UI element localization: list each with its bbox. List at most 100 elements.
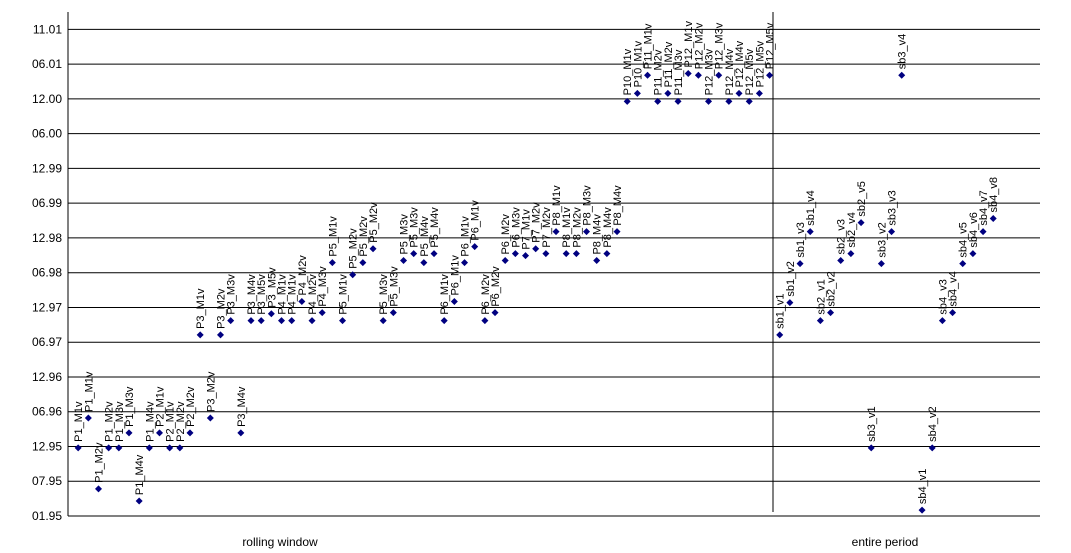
point-label: P5_M3v <box>399 214 411 255</box>
data-point <box>156 429 164 437</box>
point-label: P8_M1v <box>551 185 563 226</box>
point-label: P3_M2v <box>216 288 228 329</box>
data-point <box>837 257 845 265</box>
data-point <box>715 71 723 79</box>
y-tick-label: 12.98 <box>32 231 62 245</box>
data-point <box>959 260 967 268</box>
point-label: P11_M2v <box>653 49 665 95</box>
data-point <box>918 506 926 514</box>
point-label: P11_M1v <box>643 23 655 69</box>
point-label: P3_M4v <box>246 274 258 315</box>
data-point <box>583 228 591 236</box>
data-point <box>328 259 336 267</box>
point-label: P6_M1v <box>449 255 461 296</box>
point-label: P3_M2v <box>205 371 217 412</box>
data-point <box>288 317 296 325</box>
point-label: P8_M1v <box>561 207 573 248</box>
point-label: P3_M3v <box>226 274 238 315</box>
point-label: sb4_v5 <box>958 222 970 257</box>
data-point <box>755 89 763 97</box>
data-point <box>450 298 458 306</box>
point-label: P2_M1v <box>155 386 167 427</box>
point-label: P12_M5v <box>744 48 756 95</box>
point-label: P4_M1v <box>287 274 299 315</box>
point-label: sb2_v1 <box>815 279 827 314</box>
y-tick-label: 06.98 <box>32 266 62 280</box>
point-label: P5_M4v <box>429 207 441 248</box>
point-label: P12_M3v <box>704 48 716 95</box>
data-point <box>654 97 662 105</box>
data-point <box>593 257 601 265</box>
point-label: P1_M1v <box>83 371 95 412</box>
y-tick-label: 07.95 <box>32 474 62 488</box>
point-label: P12_M3v <box>714 22 726 69</box>
point-label: sb2_v4 <box>846 212 858 247</box>
y-tick-label: 12.99 <box>32 161 62 175</box>
data-point <box>684 70 692 78</box>
data-point <box>766 71 774 79</box>
point-label: P6_M1v <box>470 200 482 241</box>
data-point <box>135 497 143 505</box>
data-point <box>928 444 936 452</box>
data-point <box>379 317 387 325</box>
point-label: P1_M4v <box>134 454 146 495</box>
data-point <box>237 429 245 437</box>
point-label: sb4_v4 <box>948 271 960 306</box>
x-group-label: rolling window <box>242 535 318 549</box>
point-label: P1_M1v <box>73 401 85 442</box>
point-label: P4_M1v <box>277 274 289 315</box>
point-label: P5_M4v <box>419 216 431 257</box>
data-point <box>400 257 408 265</box>
point-label: sb1_v1 <box>775 293 787 328</box>
point-label: P6_M1v <box>460 216 472 257</box>
point-label: sb3_v1 <box>866 406 878 441</box>
data-point <box>633 89 641 97</box>
data-point <box>227 317 235 325</box>
point-label: P4_M2v <box>297 255 309 296</box>
point-label: sb4_v1 <box>917 469 929 504</box>
data-point <box>145 444 153 452</box>
data-point <box>105 444 113 452</box>
data-point <box>522 252 530 260</box>
point-label: P5_M2v <box>348 228 360 269</box>
point-label: P2_M2v <box>175 401 187 442</box>
y-tick-label: 12.00 <box>32 92 62 106</box>
data-point <box>471 243 479 251</box>
data-point <box>349 271 357 279</box>
point-label: sb1_v2 <box>785 261 797 296</box>
point-label: P6_M2v <box>500 214 512 255</box>
data-point <box>847 250 855 258</box>
data-point <box>84 414 92 422</box>
point-label: P11_M3v <box>673 49 685 95</box>
x-group-label: entire period <box>852 535 919 549</box>
data-point <box>267 310 275 318</box>
point-label: P10_M1v <box>622 48 634 95</box>
data-point <box>278 317 286 325</box>
data-point <box>95 485 103 493</box>
point-label: sb3_v3 <box>887 190 899 225</box>
point-label: P11_M2v <box>663 41 675 87</box>
data-point <box>735 89 743 97</box>
point-label: P2_M1v <box>165 401 177 442</box>
data-point <box>430 250 438 258</box>
data-point <box>308 317 316 325</box>
data-point <box>206 414 214 422</box>
data-point <box>816 317 824 325</box>
point-label: P8_M4v <box>592 214 604 255</box>
data-point <box>644 71 652 79</box>
data-point <box>196 331 204 339</box>
point-label: P12_M5v <box>754 40 766 87</box>
data-point <box>389 309 397 317</box>
point-label: P1_M3v <box>114 401 126 442</box>
data-point <box>694 71 702 79</box>
point-label: sb4_v2 <box>927 406 939 441</box>
point-label: P6_M1v <box>439 274 451 315</box>
point-label: P4_M2v <box>307 274 319 315</box>
data-point <box>298 298 306 306</box>
data-point <box>857 219 865 227</box>
point-label: P1_M4v <box>144 401 156 442</box>
y-tick-label: 12.96 <box>32 370 62 384</box>
point-label: P12_M5v <box>765 22 777 69</box>
point-label: P5_M1v <box>327 216 339 257</box>
data-point <box>542 250 550 258</box>
